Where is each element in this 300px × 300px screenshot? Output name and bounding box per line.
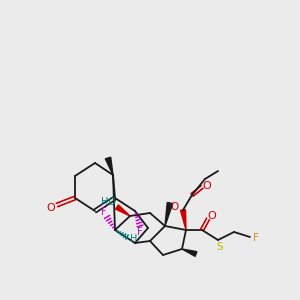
- Polygon shape: [116, 205, 130, 216]
- Polygon shape: [181, 210, 186, 230]
- Text: O: O: [171, 202, 179, 212]
- Text: F: F: [137, 227, 143, 237]
- Polygon shape: [165, 202, 173, 226]
- Text: F: F: [101, 207, 107, 217]
- Text: O: O: [202, 181, 211, 191]
- Polygon shape: [105, 157, 113, 175]
- Polygon shape: [182, 249, 197, 256]
- Text: H: H: [130, 234, 138, 244]
- Text: HO: HO: [100, 197, 116, 207]
- Text: F: F: [253, 233, 259, 243]
- Text: S: S: [217, 242, 223, 252]
- Text: O: O: [208, 211, 216, 221]
- Text: O: O: [46, 203, 56, 213]
